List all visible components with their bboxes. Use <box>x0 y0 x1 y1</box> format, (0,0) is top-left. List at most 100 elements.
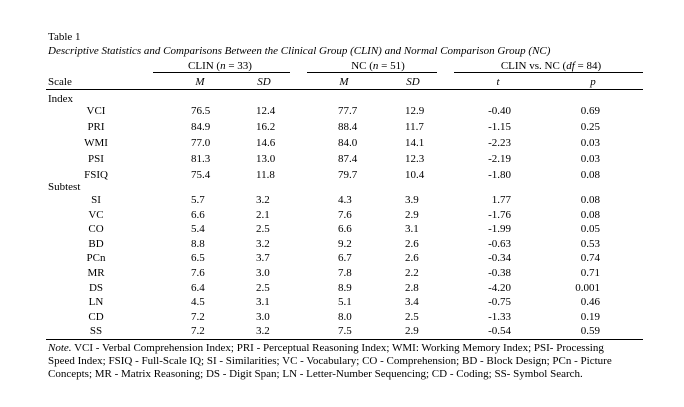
cell-t: -1.99 <box>488 223 511 236</box>
cell-t: -1.33 <box>488 310 511 323</box>
cell-p: 0.71 <box>580 267 600 279</box>
cell-t: -0.54 <box>488 325 511 338</box>
cell-p: 0.03 <box>580 137 600 149</box>
comparison-group-header: CLIN vs. NC (df = 84) <box>500 60 602 72</box>
cell-clin-m: 6.6 <box>191 208 205 221</box>
row-label: PCn <box>86 252 106 265</box>
cell-nc-sd: 14.1 <box>405 137 425 149</box>
nc-sd-header: SD <box>406 76 420 88</box>
cell-nc-m: 7.8 <box>338 267 352 279</box>
comparison-group-rule <box>454 72 643 73</box>
cell-p: 0.46 <box>580 296 600 309</box>
cell-clin-m: 75.4 <box>191 169 211 181</box>
cell-nc-sd: 12.3 <box>405 153 425 165</box>
subtest-section-label: Subtest <box>48 181 81 193</box>
cell-clin-sd: 14.6 <box>256 137 276 149</box>
nc-group-rule <box>307 72 437 73</box>
cell-clin-m: 6.5 <box>191 252 205 265</box>
cell-nc-sd: 3.4 <box>405 296 419 309</box>
cell-nc-m: 8.0 <box>338 310 352 323</box>
index-section-label: Index <box>48 93 74 105</box>
nc-m-header: M <box>339 76 349 88</box>
cell-t: -0.40 <box>488 105 511 117</box>
clin-sd-header: SD <box>257 76 271 88</box>
cell-p: 0.25 <box>580 121 600 133</box>
clin-group-header: CLIN (n = 33) <box>188 60 252 72</box>
cell-nc-m: 5.1 <box>338 296 352 309</box>
cell-clin-m: 7.2 <box>191 310 205 323</box>
cell-clin-m: 7.2 <box>191 325 205 338</box>
row-label: SI <box>91 194 101 206</box>
cell-nc-sd: 3.9 <box>405 194 419 206</box>
cell-clin-sd: 2.5 <box>256 223 270 236</box>
cell-p: 0.05 <box>580 223 600 236</box>
cell-nc-sd: 2.5 <box>405 310 419 323</box>
cell-clin-sd: 2.5 <box>256 281 270 294</box>
cell-t: -2.23 <box>488 137 511 149</box>
row-label: PSI <box>88 153 104 165</box>
row-label: VCI <box>86 105 106 117</box>
cell-nc-m: 77.7 <box>338 105 358 117</box>
cell-clin-m: 7.6 <box>191 267 205 279</box>
cell-nc-m: 79.7 <box>338 169 358 181</box>
header-rule <box>46 89 643 90</box>
cell-nc-sd: 11.7 <box>405 121 424 133</box>
row-label: VC <box>88 208 104 221</box>
row-label: DS <box>88 281 104 294</box>
cell-clin-sd: 3.1 <box>256 296 270 309</box>
cell-nc-sd: 2.6 <box>405 252 419 265</box>
cell-t: -0.75 <box>488 296 511 309</box>
cell-nc-sd: 12.9 <box>405 105 425 117</box>
cell-clin-m: 6.4 <box>191 281 205 294</box>
clin-group-rule <box>153 72 290 73</box>
cell-clin-sd: 11.8 <box>256 169 275 181</box>
cell-nc-sd: 2.6 <box>405 237 419 250</box>
table-label: Table 1 <box>48 31 81 43</box>
cell-t: -1.15 <box>488 121 511 133</box>
cell-nc-m: 9.2 <box>338 237 352 250</box>
cell-nc-sd: 2.9 <box>405 325 419 338</box>
row-label: CO <box>88 223 104 236</box>
p-header: p <box>590 76 596 88</box>
cell-p: 0.59 <box>580 325 600 338</box>
row-label: PRI <box>87 121 105 133</box>
t-header: t <box>496 76 500 88</box>
table-caption: Descriptive Statistics and Comparisons B… <box>48 45 551 57</box>
cell-nc-sd: 3.1 <box>405 223 419 236</box>
cell-nc-m: 87.4 <box>338 153 358 165</box>
cell-nc-m: 88.4 <box>338 121 358 133</box>
cell-nc-sd: 2.9 <box>405 208 419 221</box>
cell-nc-m: 7.6 <box>338 208 352 221</box>
cell-clin-m: 4.5 <box>191 296 205 309</box>
cell-nc-m: 7.5 <box>338 325 352 338</box>
cell-p: 0.19 <box>580 310 600 323</box>
cell-t: -1.80 <box>488 169 511 181</box>
cell-clin-m: 5.4 <box>191 223 205 236</box>
table-note-line-2: Speed Index; FSIQ - Full-Scale IQ; SI - … <box>48 355 612 367</box>
row-label: WMI <box>84 137 108 149</box>
cell-p: 0.08 <box>580 194 600 206</box>
cell-clin-m: 8.8 <box>191 237 205 250</box>
cell-p: 0.53 <box>580 237 600 250</box>
cell-nc-m: 84.0 <box>338 137 358 149</box>
cell-t: -0.63 <box>488 237 511 250</box>
cell-nc-sd: 2.2 <box>405 267 419 279</box>
cell-p: 0.74 <box>580 252 600 265</box>
cell-clin-sd: 2.1 <box>256 208 270 221</box>
row-label: BD <box>88 237 104 250</box>
cell-clin-sd: 13.0 <box>256 153 276 165</box>
cell-nc-m: 6.7 <box>338 252 352 265</box>
cell-clin-sd: 3.0 <box>256 267 270 279</box>
cell-p: 0.69 <box>580 105 600 117</box>
cell-clin-m: 5.7 <box>191 194 205 206</box>
row-label: FSIQ <box>84 169 108 181</box>
row-label: LN <box>88 296 104 309</box>
cell-p: 0.03 <box>580 153 600 165</box>
cell-nc-m: 8.9 <box>338 281 352 294</box>
table-note-line-3: Concepts; MR - Matrix Reasoning; DS - Di… <box>48 368 583 380</box>
cell-clin-sd: 3.2 <box>256 325 270 338</box>
cell-nc-sd: 10.4 <box>405 169 425 181</box>
cell-nc-m: 4.3 <box>338 194 352 206</box>
cell-t: -2.19 <box>488 153 511 165</box>
cell-nc-sd: 2.8 <box>405 281 419 294</box>
